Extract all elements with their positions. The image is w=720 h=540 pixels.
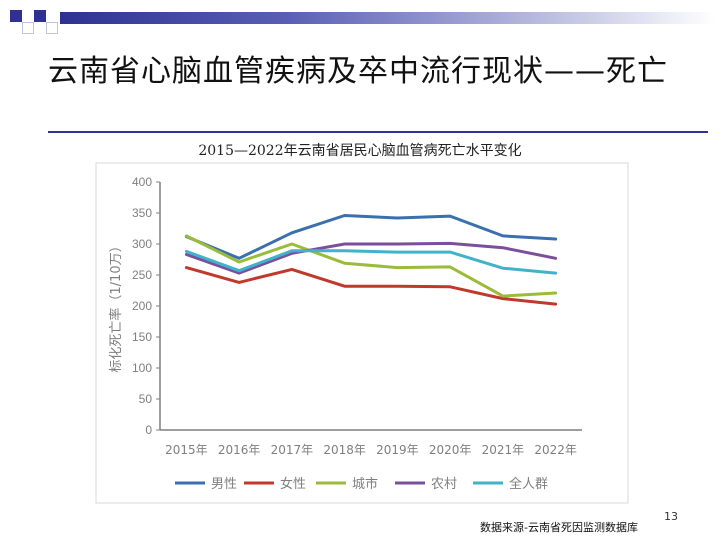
series-line-女性 [184, 266, 558, 306]
data-point [237, 281, 241, 284]
data-point [343, 214, 346, 217]
data-point [396, 242, 399, 246]
header-gradient-bar [60, 12, 715, 24]
data-point [554, 271, 557, 275]
x-tick-label: 2015年 [165, 443, 208, 457]
x-tick-label: 2022年 [534, 443, 577, 457]
x-tick-label: 2017年 [271, 443, 314, 457]
y-tick-label: 100 [132, 361, 152, 375]
page-number: 13 [664, 510, 678, 523]
data-point [448, 250, 452, 254]
data-point [290, 268, 294, 271]
data-point [501, 234, 505, 238]
y-tick-label: 300 [132, 237, 152, 251]
y-tick-label: 50 [139, 392, 153, 406]
y-tick-label: 150 [132, 330, 152, 344]
legend-label: 男性 [211, 477, 237, 492]
data-point [554, 257, 557, 260]
y-tick-label: 0 [145, 423, 152, 437]
x-tick-label: 2016年 [218, 443, 261, 457]
data-point [501, 294, 505, 298]
data-point [185, 250, 188, 253]
data-point [554, 302, 557, 306]
data-point [185, 253, 188, 256]
series-line-城市 [184, 234, 558, 298]
slide-title: 云南省心脑血管疾病及卒中流行现状——死亡 [48, 54, 668, 89]
deco-square [34, 10, 46, 22]
legend-label: 女性 [280, 476, 306, 492]
data-point [554, 237, 557, 241]
deco-square [22, 22, 34, 34]
data-point [396, 250, 399, 254]
data-point [237, 260, 241, 264]
data-point [343, 284, 346, 288]
data-point [290, 242, 294, 246]
data-point [396, 266, 399, 269]
legend-label: 农村 [431, 477, 457, 492]
series-line-男性 [184, 214, 558, 260]
x-tick-label: 2020年 [429, 443, 472, 457]
series-line-农村 [184, 241, 558, 275]
data-point [448, 242, 452, 245]
data-point [448, 285, 452, 288]
y-tick-label: 200 [132, 299, 152, 313]
title-underline [48, 131, 708, 133]
deco-square [10, 10, 22, 22]
data-point [396, 216, 399, 220]
data-point [237, 257, 241, 260]
data-point [185, 234, 188, 238]
chart-frame [95, 162, 629, 504]
legend-label: 城市 [352, 476, 378, 492]
data-point [237, 269, 241, 272]
data-point [290, 252, 294, 255]
x-tick-label: 2018年 [323, 443, 366, 457]
data-point [501, 266, 505, 270]
data-point [343, 242, 346, 246]
legend-label: 全人群 [509, 476, 548, 492]
data-point [185, 266, 188, 269]
chart-title: 2015—2022年云南省居民心脑血管病死亡水平变化 [198, 143, 522, 159]
source-note: 数据来源-云南省死因监测数据库 [480, 521, 638, 534]
deco-square [46, 22, 58, 34]
y-tick-label: 350 [132, 206, 152, 220]
y-axis-label: 标化死亡率（1/10万） [108, 239, 124, 372]
data-point [448, 214, 452, 218]
data-point [554, 291, 557, 295]
y-tick-label: 250 [132, 268, 152, 282]
data-point [343, 249, 346, 253]
data-point [290, 231, 294, 235]
data-point [448, 265, 452, 269]
data-point [501, 297, 505, 300]
data-point [501, 246, 505, 249]
data-point [237, 271, 241, 275]
data-point [396, 284, 399, 288]
series-line-全人群 [184, 249, 558, 275]
data-point [290, 249, 294, 253]
x-tick-label: 2019年 [376, 443, 419, 457]
data-point [343, 262, 346, 265]
x-tick-label: 2021年 [482, 443, 525, 457]
y-tick-label: 400 [132, 175, 152, 189]
